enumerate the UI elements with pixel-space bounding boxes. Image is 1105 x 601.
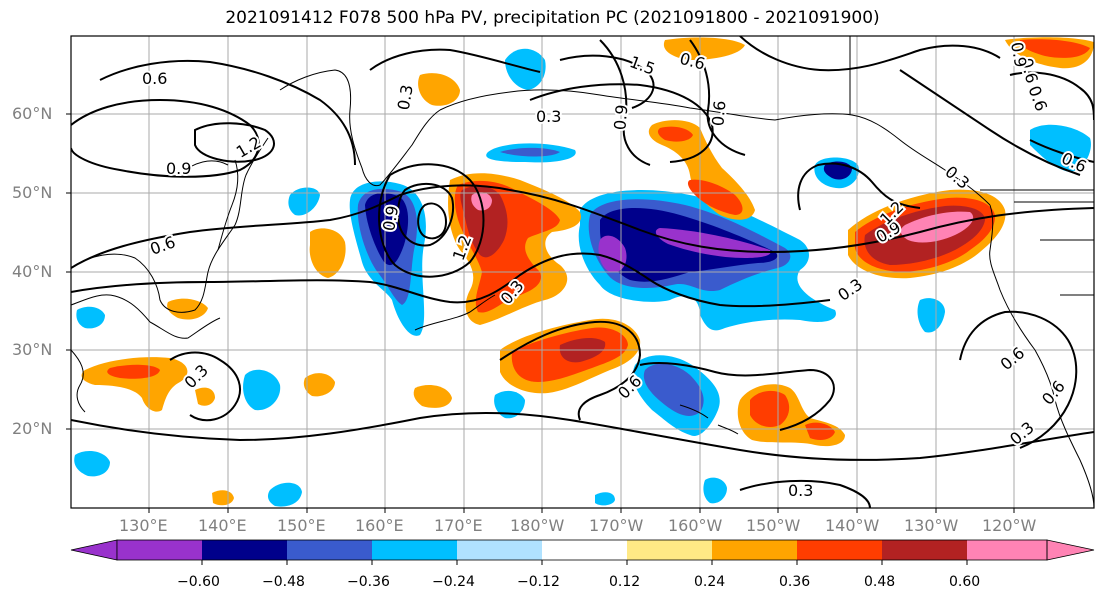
- latitude-label: 40°N: [12, 262, 53, 281]
- positive-anomaly-patches: [81, 37, 1094, 506]
- colorbar-tick-label: 0.24: [694, 574, 726, 590]
- longitude-label: 150°W: [746, 516, 801, 535]
- contour-label: 0.3: [394, 83, 417, 111]
- map-title: 2021091412 F078 500 hPa PV, precipitatio…: [225, 8, 880, 28]
- colorbar-swatch: [967, 540, 1047, 560]
- contour-label: 0.3: [941, 162, 973, 193]
- longitude-label: 120°W: [982, 516, 1037, 535]
- contour-label: 0.3: [788, 481, 813, 500]
- latitude-label: 60°N: [12, 104, 53, 123]
- contour-label: 0.3: [181, 361, 212, 392]
- colorbar-tick-label: 0.36: [779, 574, 811, 590]
- longitude-label: 160°W: [668, 516, 723, 535]
- colorbar: [70, 539, 1095, 565]
- colorbar-swatch: [627, 540, 712, 560]
- contour-label: 0.6: [708, 100, 729, 127]
- longitude-label: 130°E: [119, 516, 168, 535]
- colorbar-swatch: [457, 540, 542, 560]
- colorbar-swatch: [287, 540, 372, 560]
- colorbar-tick-label: 0.12: [609, 574, 641, 590]
- contour-label: 0.9: [1007, 41, 1030, 69]
- colorbar-swatch: [882, 540, 967, 560]
- longitude-label: 140°W: [825, 516, 880, 535]
- contour-label: 0.9: [379, 204, 402, 232]
- contour-label: 0.6: [148, 232, 178, 259]
- contour-label: 0.9: [610, 104, 631, 131]
- contour-label: 0.3: [536, 107, 561, 126]
- contour-label: 1.2: [233, 132, 265, 161]
- latitude-label: 50°N: [12, 183, 53, 202]
- colorbar-tick-label: −0.24: [432, 574, 475, 590]
- contour-label: 1.5: [627, 52, 657, 79]
- longitude-label: 170°E: [434, 516, 483, 535]
- longitude-label: 160°E: [355, 516, 404, 535]
- graticule: [71, 36, 1094, 508]
- longitude-label: 140°E: [198, 516, 247, 535]
- colorbar-swatch: [797, 540, 882, 560]
- colorbar-tick-label: −0.48: [262, 574, 305, 590]
- colorbar-tick-label: −0.36: [347, 574, 390, 590]
- latitude-label: 30°N: [12, 340, 53, 359]
- colorbar-extend-high: [1046, 539, 1095, 561]
- negative-anomaly-patches: [74, 48, 1091, 507]
- contour-label: 0.3: [834, 275, 866, 305]
- contour-label: 0.9: [166, 159, 191, 178]
- latitude-label: 20°N: [12, 419, 53, 438]
- colorbar-swatch: [202, 540, 287, 560]
- colorbar-swatch: [117, 540, 202, 560]
- axis-ticks: [66, 113, 1015, 513]
- contour-label: 0.6: [142, 69, 167, 88]
- longitude-label: 170°W: [589, 516, 644, 535]
- colorbar-swatch: [372, 540, 457, 560]
- longitude-label: 130°W: [904, 516, 959, 535]
- colorbar-extend-low: [70, 539, 118, 561]
- contour-label: 0.6: [997, 343, 1029, 374]
- colorbar-tick-label: −0.60: [177, 574, 220, 590]
- colorbar-swatch: [542, 540, 627, 560]
- contour-label: 0.6: [1025, 83, 1052, 113]
- colorbar-tick-label: −0.12: [517, 574, 560, 590]
- pv-contours: [71, 36, 1094, 508]
- longitude-label: 150°E: [277, 516, 326, 535]
- colorbar-tick-label: 0.48: [864, 574, 896, 590]
- longitude-label: 180°W: [510, 516, 565, 535]
- contour-label: 0.3: [1006, 418, 1038, 449]
- contour-label: 0.6: [1038, 377, 1069, 409]
- colorbar-tick-label: 0.60: [949, 574, 981, 590]
- colorbar-swatch: [712, 540, 797, 560]
